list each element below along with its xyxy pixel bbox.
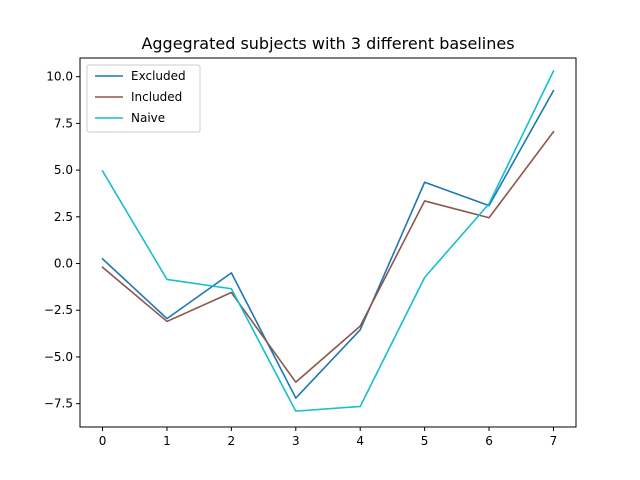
y-tick-label: −7.5 bbox=[44, 397, 73, 411]
y-tick-label: 0.0 bbox=[54, 257, 73, 271]
y-tick-label: 5.0 bbox=[54, 163, 73, 177]
legend-label: Included bbox=[131, 90, 182, 104]
legend-label: Excluded bbox=[131, 69, 186, 83]
x-tick-label: 0 bbox=[99, 434, 107, 448]
series-line-included bbox=[101, 130, 555, 383]
y-tick-label: 10.0 bbox=[46, 70, 73, 84]
axes-frame bbox=[79, 57, 577, 428]
y-tick-label: −2.5 bbox=[44, 303, 73, 317]
x-tick-label: 3 bbox=[292, 434, 300, 448]
chart-title: Aggegrated subjects with 3 different bas… bbox=[141, 34, 514, 53]
legend-box bbox=[86, 64, 201, 133]
x-tick-label: 7 bbox=[550, 434, 558, 448]
series-line-excluded bbox=[101, 89, 555, 399]
legend: Excluded Included Naive bbox=[86, 64, 201, 133]
legend-label: Naive bbox=[131, 111, 165, 125]
x-axis: 0 1 2 3 4 5 6 7 bbox=[99, 427, 558, 448]
y-tick-label: 2.5 bbox=[54, 210, 73, 224]
y-tick-label: 7.5 bbox=[54, 116, 73, 130]
x-tick-label: 1 bbox=[163, 434, 171, 448]
series-line-naive bbox=[101, 70, 555, 412]
x-tick-label: 5 bbox=[421, 434, 429, 448]
x-tick-label: 2 bbox=[228, 434, 236, 448]
y-tick-label: −5.0 bbox=[44, 350, 73, 364]
plot-area bbox=[101, 70, 555, 412]
y-axis: −7.5 −5.0 −2.5 0.0 2.5 5.0 7.5 10.0 bbox=[44, 70, 80, 411]
x-tick-label: 4 bbox=[356, 434, 364, 448]
x-tick-label: 6 bbox=[485, 434, 493, 448]
